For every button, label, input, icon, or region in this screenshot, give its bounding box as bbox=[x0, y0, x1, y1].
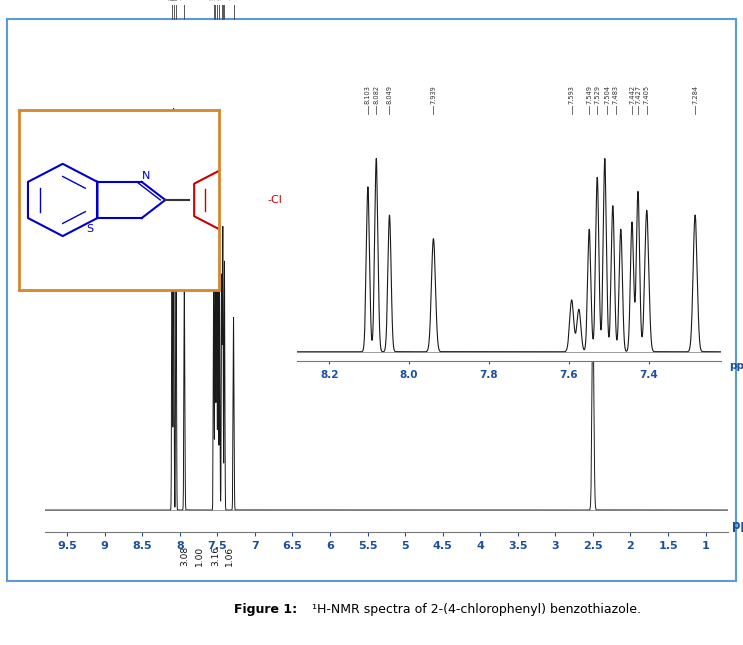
Text: 3.16: 3.16 bbox=[211, 546, 221, 566]
Text: N: N bbox=[142, 172, 150, 181]
Text: 7.593: 7.593 bbox=[568, 85, 574, 104]
Text: S: S bbox=[86, 224, 93, 234]
Text: ppm: ppm bbox=[732, 519, 743, 531]
Text: 3.08: 3.08 bbox=[180, 546, 189, 566]
Text: 7.483: 7.483 bbox=[613, 85, 619, 104]
Text: 7.549: 7.549 bbox=[586, 85, 592, 104]
Text: 8.103: 8.103 bbox=[365, 85, 371, 104]
Text: 7.529: 7.529 bbox=[594, 85, 600, 104]
Text: 7.405: 7.405 bbox=[643, 84, 650, 104]
Text: Figure 1:: Figure 1: bbox=[234, 603, 297, 616]
Text: 7.427: 7.427 bbox=[635, 84, 641, 104]
Text: 1.06: 1.06 bbox=[225, 546, 234, 566]
Text: -Cl: -Cl bbox=[267, 195, 282, 205]
Text: 7.939: 7.939 bbox=[430, 85, 436, 104]
Text: 7.504: 7.504 bbox=[604, 84, 610, 104]
Text: 8.082: 8.082 bbox=[373, 84, 380, 104]
Text: ppm: ppm bbox=[729, 361, 743, 371]
Text: 8.049: 8.049 bbox=[386, 85, 392, 104]
Text: 7.442: 7.442 bbox=[629, 84, 635, 104]
Text: ¹H-NMR spectra of 2-(4-chlorophenyl) benzothiazole.: ¹H-NMR spectra of 2-(4-chlorophenyl) ben… bbox=[308, 603, 641, 616]
Text: 1.00: 1.00 bbox=[195, 546, 204, 566]
Text: 7.284: 7.284 bbox=[692, 84, 698, 104]
